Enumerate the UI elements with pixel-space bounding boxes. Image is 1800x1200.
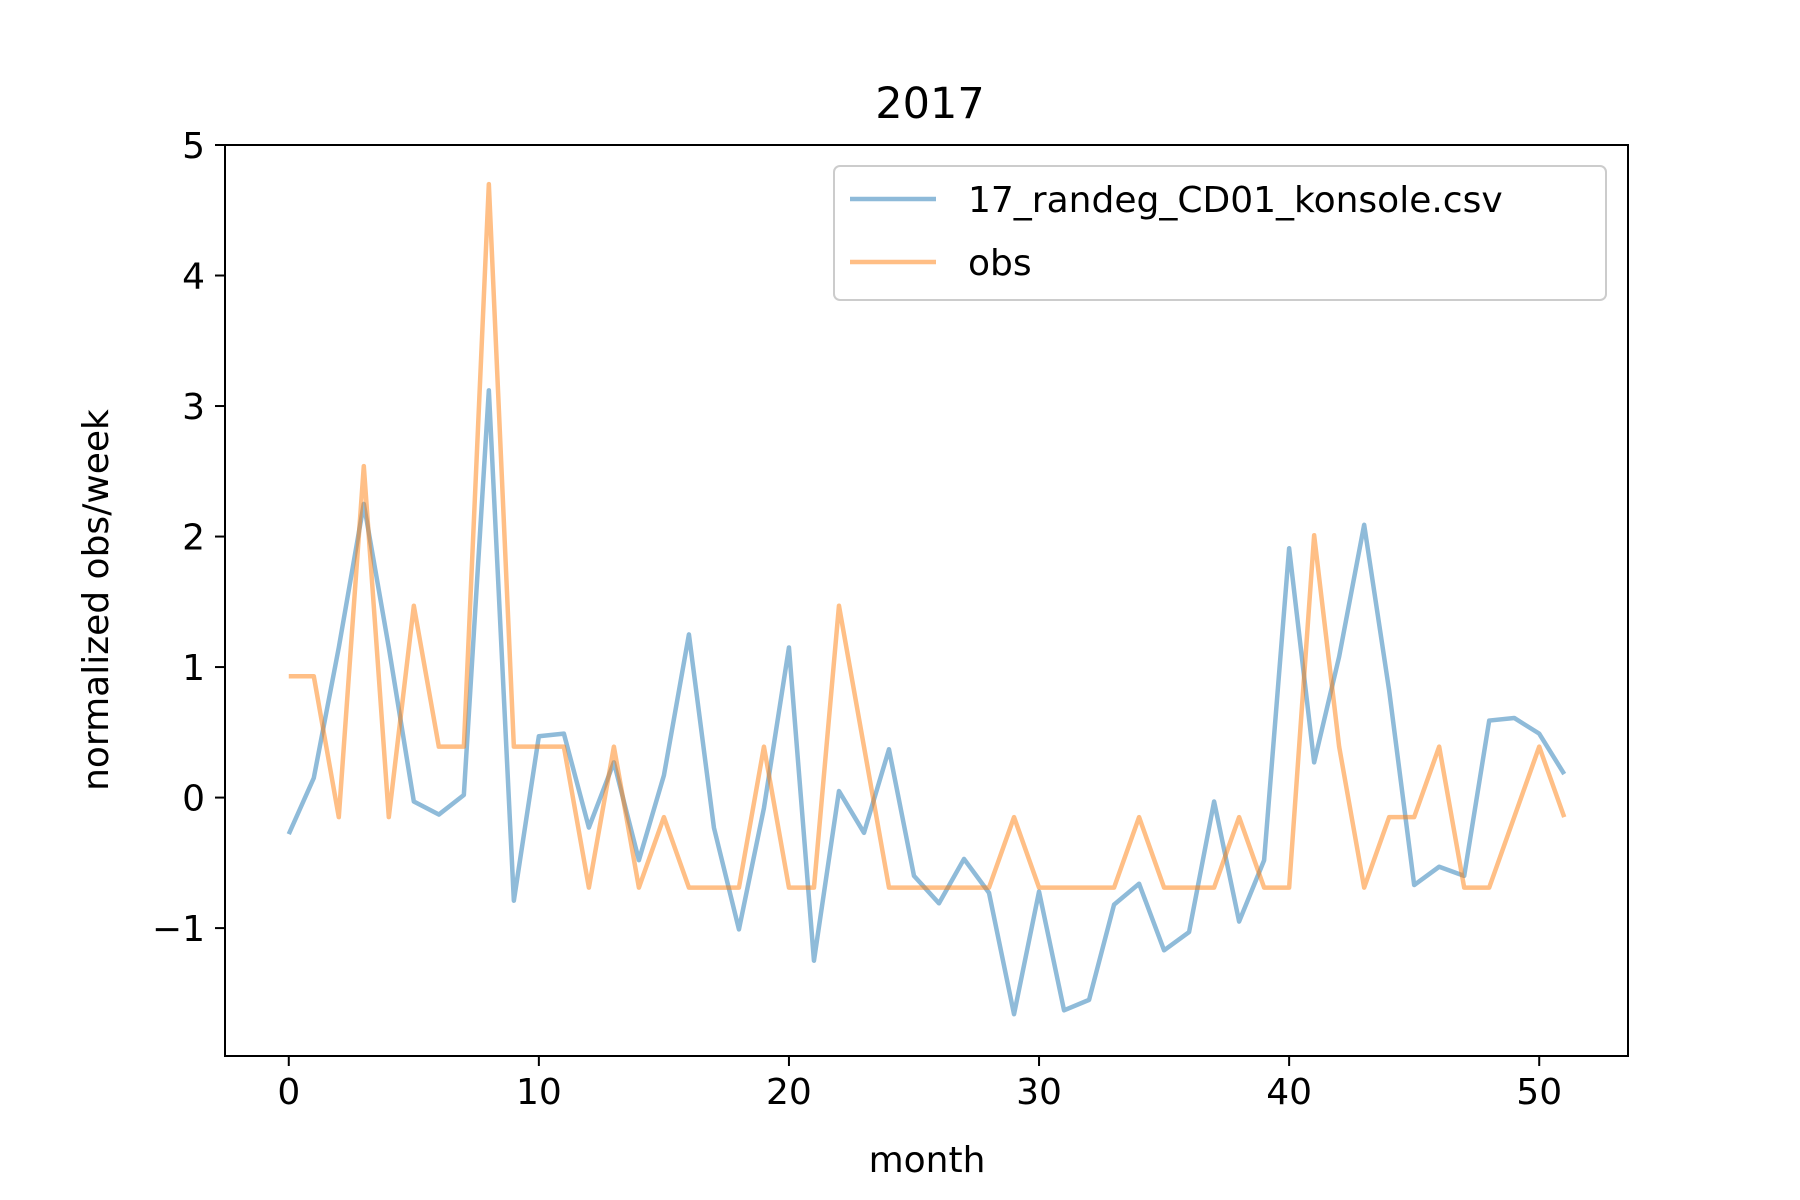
x-tick-label: 10	[516, 1072, 562, 1113]
x-tick-label: 50	[1516, 1072, 1562, 1113]
plot-frame	[224, 144, 1629, 1057]
y-axis-label: normalized obs/week	[76, 409, 117, 791]
x-axis-label: month	[869, 1140, 986, 1181]
legend-label-series-1: obs	[968, 243, 1032, 284]
x-tick-label: 20	[766, 1072, 812, 1113]
y-tick-label: 5	[182, 126, 205, 167]
y-tick-label: 1	[182, 648, 205, 689]
series-line-0	[286, 388, 1567, 1017]
legend: 17_randeg_CD01_konsole.csv obs	[833, 165, 1607, 301]
x-axis: 0 10 20 30 40 50	[277, 1056, 1562, 1113]
x-tick-label: 30	[1016, 1072, 1062, 1113]
series-line-1	[288, 181, 1567, 890]
y-tick-label: 0	[182, 779, 205, 820]
x-tick-label: 0	[277, 1072, 300, 1113]
legend-box	[833, 165, 1607, 301]
y-tick-label: −1	[152, 909, 205, 950]
y-axis: −1 0 1 2 3 4 5	[152, 126, 225, 950]
legend-label-series-0: 17_randeg_CD01_konsole.csv	[968, 180, 1503, 221]
chart-title: 2017	[875, 79, 984, 129]
y-tick-label: 4	[182, 257, 205, 298]
series-layer	[286, 181, 1567, 1017]
x-tick-label: 40	[1266, 1072, 1312, 1113]
y-tick-label: 2	[182, 518, 205, 559]
y-tick-label: 3	[182, 387, 205, 428]
